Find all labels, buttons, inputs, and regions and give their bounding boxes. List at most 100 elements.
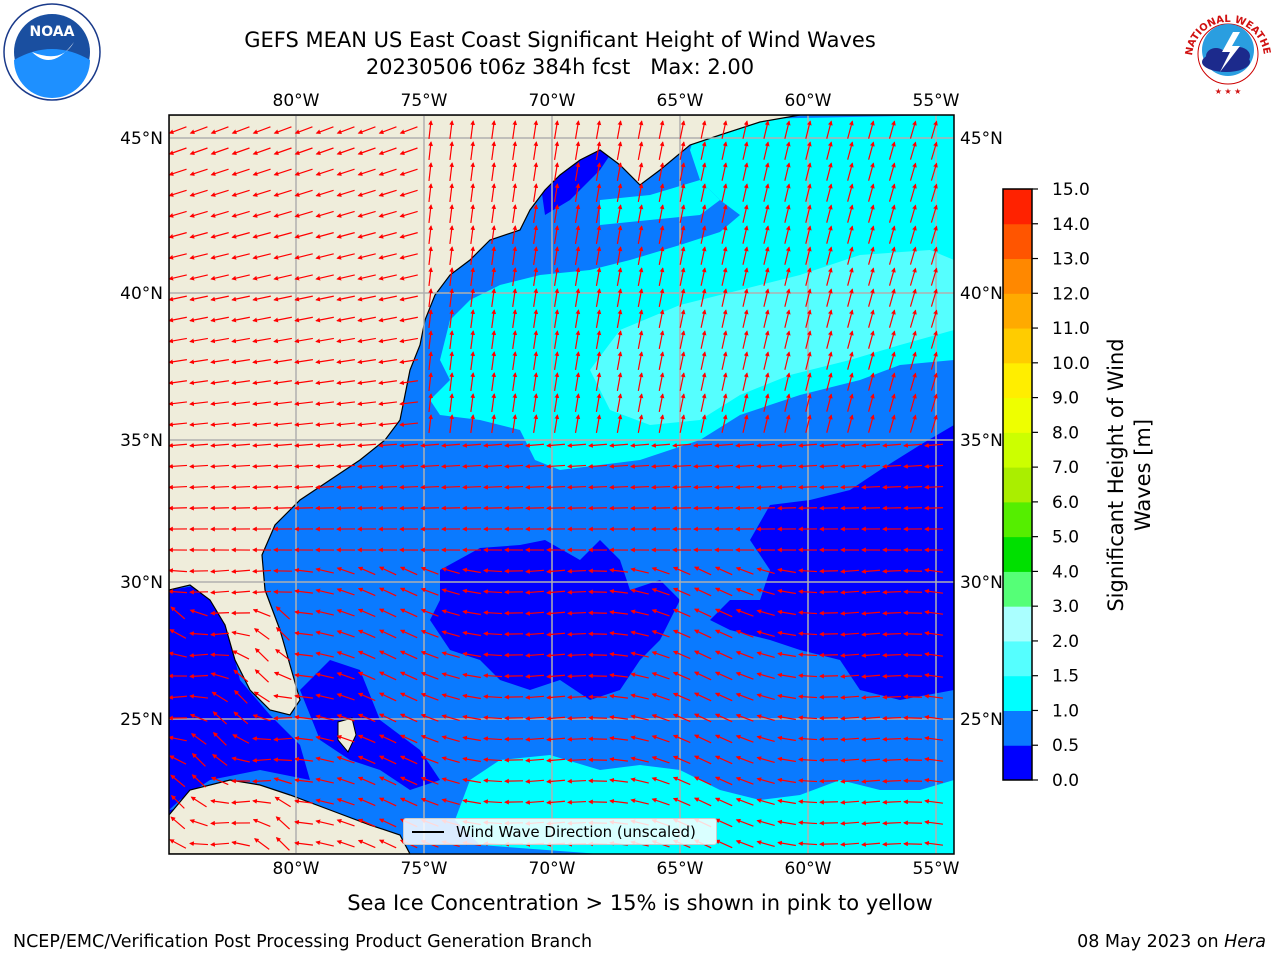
wave-direction-arrow bbox=[420, 734, 439, 743]
wave-direction-arrow bbox=[553, 204, 560, 223]
wave-direction-arrow bbox=[658, 162, 665, 181]
wave-direction-arrow bbox=[798, 652, 818, 658]
wave-direction-arrow bbox=[231, 253, 250, 260]
wave-direction-arrow bbox=[378, 671, 397, 681]
wave-direction-arrow bbox=[777, 651, 796, 658]
wave-direction-arrow bbox=[315, 232, 334, 239]
wave-direction-arrow bbox=[868, 309, 875, 328]
lat-label-right-45n: 45°N bbox=[960, 129, 1003, 149]
wave-direction-arrow bbox=[546, 695, 566, 700]
wave-direction-arrow bbox=[420, 443, 440, 448]
wave-direction-arrow bbox=[798, 505, 818, 511]
wave-direction-arrow bbox=[428, 372, 433, 392]
lat-label-left-30n: 30°N bbox=[120, 573, 163, 593]
credit-date-text: 08 May 2023 on bbox=[1077, 932, 1225, 952]
wave-direction-arrow bbox=[378, 755, 397, 765]
wave-direction-arrow bbox=[470, 267, 476, 287]
wave-direction-arrow bbox=[714, 671, 733, 681]
colorbar-tick-label: 6.0 bbox=[1052, 493, 1079, 513]
wave-direction-arrow bbox=[616, 372, 623, 391]
wave-direction-arrow bbox=[399, 359, 418, 365]
lon-label-top-75w: 75°W bbox=[401, 91, 448, 111]
wave-direction-arrow bbox=[672, 713, 691, 723]
wave-direction-arrow bbox=[909, 183, 917, 202]
wave-direction-arrow bbox=[462, 777, 481, 784]
wave-direction-arrow bbox=[826, 267, 833, 286]
wave-direction-arrow bbox=[742, 309, 749, 328]
wave-direction-arrow bbox=[651, 630, 670, 638]
wave-direction-arrow bbox=[637, 393, 644, 412]
wave-direction-arrow bbox=[189, 673, 209, 679]
wave-direction-arrow bbox=[609, 630, 629, 636]
wave-direction-arrow bbox=[924, 567, 944, 573]
wave-direction-arrow bbox=[210, 210, 229, 218]
wave-direction-arrow bbox=[315, 693, 334, 700]
wave-direction-arrow bbox=[420, 755, 439, 764]
wave-direction-arrow bbox=[693, 629, 712, 639]
wave-direction-arrow bbox=[847, 183, 854, 202]
wave-direction-arrow bbox=[909, 309, 917, 328]
wave-direction-arrow bbox=[672, 463, 692, 469]
colorbar-segment bbox=[1003, 293, 1032, 329]
wave-direction-arrow bbox=[553, 246, 560, 265]
wave-direction-arrow bbox=[798, 757, 818, 763]
wave-direction-arrow bbox=[512, 162, 518, 181]
wave-direction-arrow bbox=[567, 736, 587, 742]
wave-direction-arrow bbox=[714, 443, 734, 448]
wave-direction-arrow bbox=[315, 777, 334, 784]
wave-direction-arrow bbox=[861, 463, 881, 469]
wave-direction-arrow bbox=[700, 414, 707, 433]
wave-direction-arrow bbox=[504, 505, 524, 511]
wave-direction-arrow bbox=[399, 734, 418, 744]
wave-direction-arrow bbox=[658, 204, 665, 223]
wave-direction-arrow bbox=[357, 608, 376, 618]
wave-direction-arrow bbox=[763, 309, 770, 328]
wave-direction-arrow bbox=[210, 274, 229, 281]
wave-direction-arrow bbox=[336, 463, 356, 469]
wave-direction-arrow bbox=[798, 631, 818, 637]
wave-direction-arrow bbox=[735, 734, 754, 743]
wave-direction-arrow bbox=[169, 232, 187, 239]
wave-direction-arrow bbox=[826, 351, 833, 370]
wave-direction-arrow bbox=[826, 225, 833, 244]
wave-direction-arrow bbox=[169, 380, 187, 386]
wave-direction-arrow bbox=[232, 650, 250, 660]
wave-direction-arrow bbox=[483, 443, 503, 448]
wave-direction-arrow bbox=[315, 126, 334, 135]
wave-direction-arrow bbox=[378, 650, 397, 660]
wave-direction-arrow bbox=[189, 631, 209, 637]
wave-direction-arrow bbox=[357, 629, 376, 639]
wave-direction-arrow bbox=[399, 629, 418, 639]
wave-direction-arrow bbox=[462, 735, 481, 742]
wave-direction-arrow bbox=[616, 267, 623, 286]
wave-direction-arrow bbox=[903, 757, 923, 763]
wave-direction-arrow bbox=[903, 505, 923, 511]
colorbar-tick-label: 1.0 bbox=[1052, 701, 1079, 721]
wave-direction-arrow bbox=[651, 588, 670, 596]
wave-direction-arrow bbox=[742, 141, 749, 160]
wave-direction-arrow bbox=[630, 609, 649, 616]
wave-direction-arrow bbox=[721, 414, 728, 433]
wave-direction-arrow bbox=[861, 590, 881, 595]
wave-direction-arrow bbox=[294, 359, 313, 365]
wave-direction-arrow bbox=[210, 589, 230, 595]
wave-direction-arrow bbox=[616, 330, 623, 349]
wave-direction-arrow bbox=[512, 267, 518, 286]
wave-direction-arrow bbox=[533, 414, 539, 433]
wave-direction-arrow bbox=[651, 609, 670, 617]
wave-direction-arrow bbox=[336, 316, 355, 323]
wave-direction-arrow bbox=[294, 168, 313, 176]
wave-direction-arrow bbox=[630, 756, 649, 763]
wave-direction-arrow bbox=[609, 651, 629, 657]
wave-direction-arrow bbox=[189, 168, 208, 176]
wave-direction-arrow bbox=[805, 309, 812, 328]
wave-direction-arrow bbox=[483, 652, 503, 658]
wave-direction-arrow bbox=[441, 756, 460, 764]
wave-direction-arrow bbox=[805, 267, 812, 286]
wave-direction-arrow bbox=[315, 295, 334, 302]
wave-direction-arrow bbox=[909, 372, 917, 391]
wave-direction-arrow bbox=[169, 484, 188, 490]
wave-direction-arrow bbox=[888, 120, 896, 139]
wave-direction-arrow bbox=[553, 225, 560, 244]
wave-direction-arrow bbox=[399, 671, 418, 681]
